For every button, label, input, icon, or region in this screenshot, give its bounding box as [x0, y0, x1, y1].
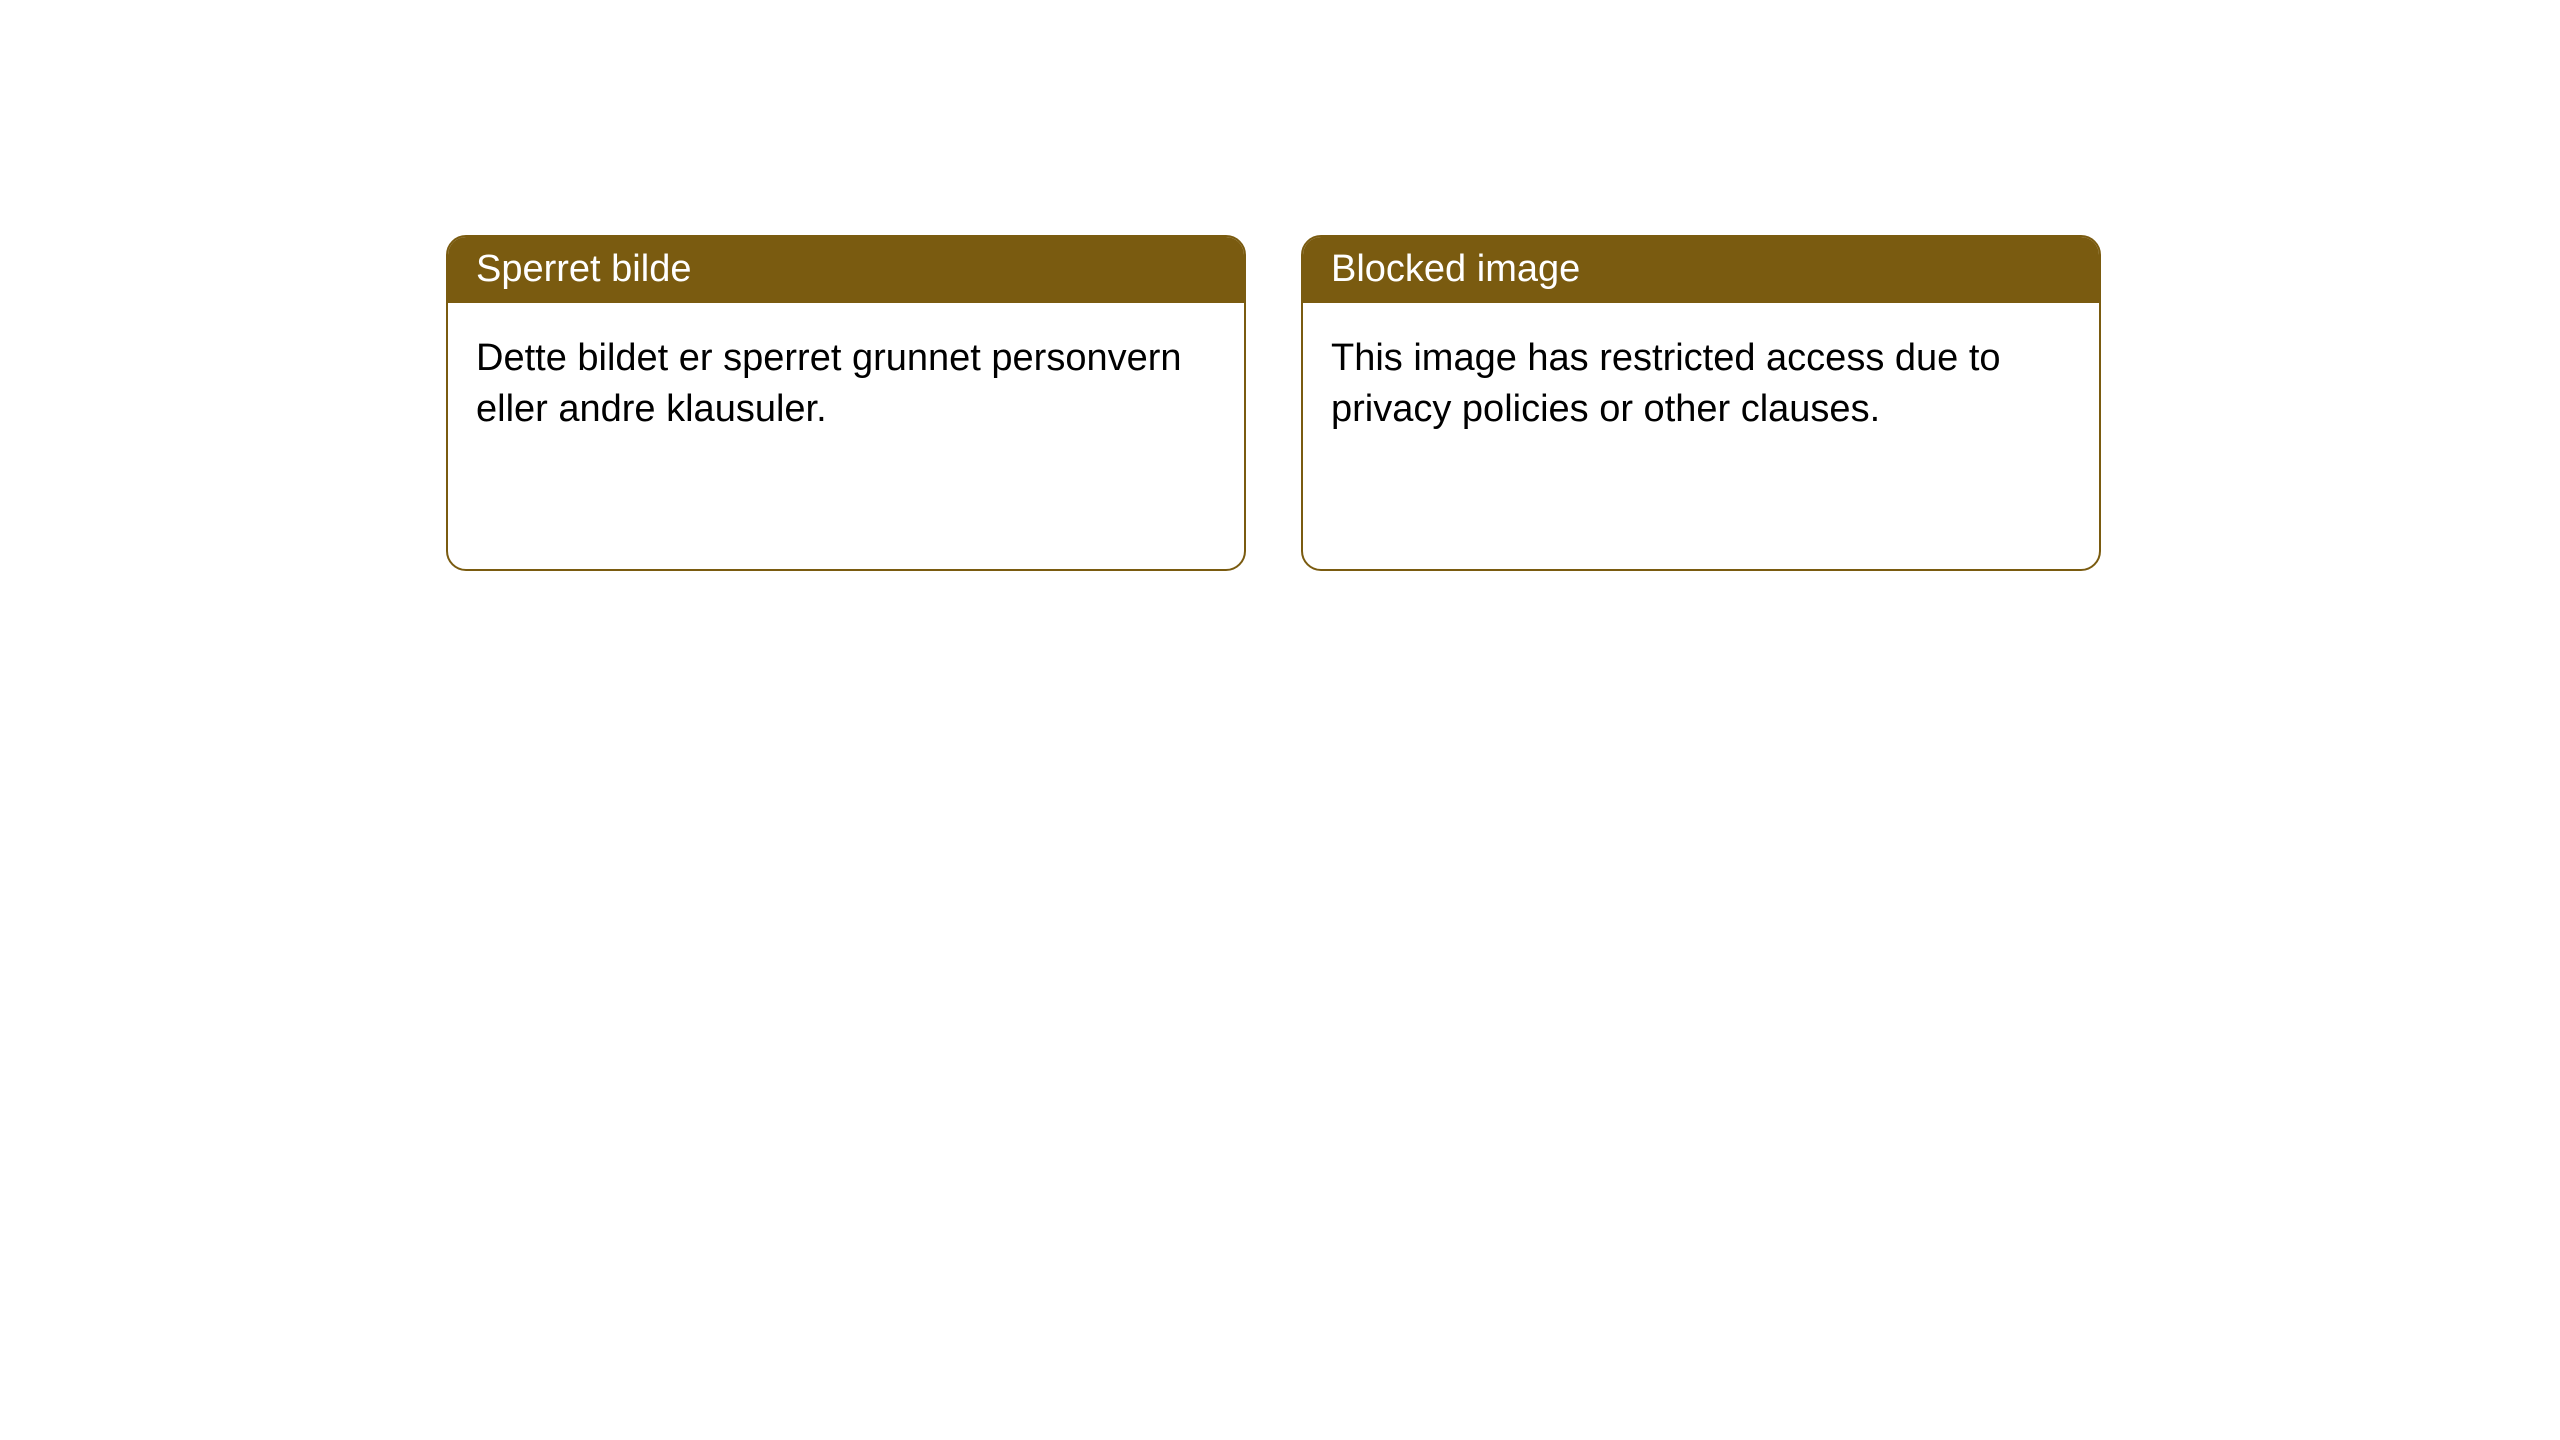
blocked-image-card-en: Blocked image This image has restricted … [1301, 235, 2101, 571]
card-container: Sperret bilde Dette bildet er sperret gr… [0, 0, 2560, 571]
blocked-image-card-no: Sperret bilde Dette bildet er sperret gr… [446, 235, 1246, 571]
card-header: Sperret bilde [448, 237, 1244, 303]
card-title: Blocked image [1331, 248, 1580, 290]
card-title: Sperret bilde [476, 248, 691, 290]
card-body-text: This image has restricted access due to … [1331, 337, 2001, 430]
card-body: Dette bildet er sperret grunnet personve… [448, 303, 1244, 466]
card-header: Blocked image [1303, 237, 2099, 303]
card-body: This image has restricted access due to … [1303, 303, 2099, 466]
card-body-text: Dette bildet er sperret grunnet personve… [476, 337, 1182, 430]
